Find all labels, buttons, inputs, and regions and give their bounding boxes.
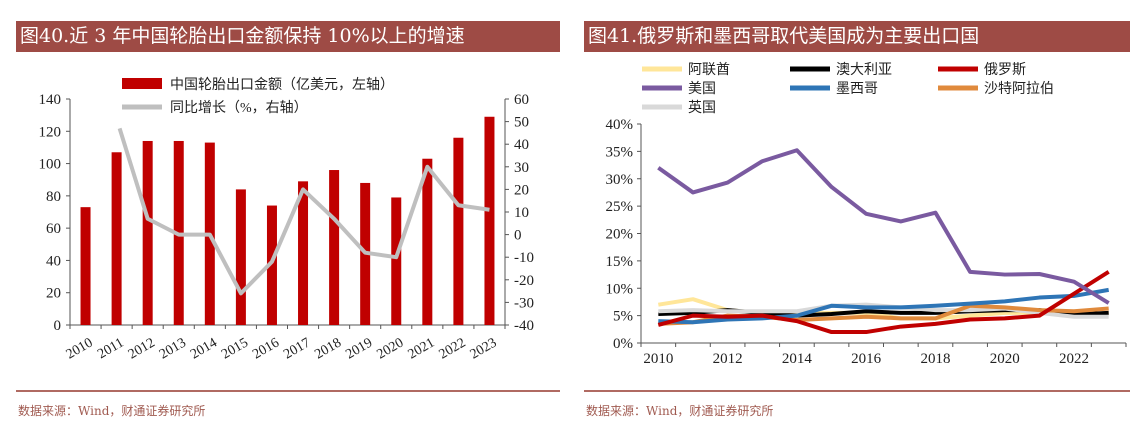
y-tick-label-left: 140 (39, 92, 62, 108)
x-tick-label: 2011 (95, 335, 126, 362)
x-tick-label: 2018 (312, 335, 344, 362)
divider-left (16, 390, 560, 392)
y-tick-label-left: 80 (46, 189, 61, 205)
x-tick-label: 2014 (782, 351, 813, 367)
bar-2020 (391, 197, 402, 325)
divider-right (584, 390, 1130, 392)
bar-2012 (142, 140, 153, 325)
source-note-left: 数据来源：Wind，财通证券研究所 (18, 404, 206, 418)
x-tick-label: 2016 (250, 335, 282, 362)
x-tick-label: 2018 (920, 351, 950, 367)
x-tick-label: 2020 (375, 335, 407, 362)
y-tick-label-right: 20 (514, 182, 529, 198)
y-tick-label-right: 0 (514, 228, 522, 244)
legend-label-4: 墨西哥 (836, 82, 878, 97)
y-tick-label: 40% (606, 117, 634, 133)
y-tick-label-right: -30 (514, 295, 534, 311)
x-tick-label: 2012 (713, 351, 743, 367)
bar-2016 (266, 205, 277, 325)
bar-2022 (453, 137, 464, 325)
y-tick-label-right: -40 (514, 318, 534, 334)
y-tick-label-left: 100 (39, 157, 62, 173)
series-line-2 (657, 270, 1110, 335)
bar-2021 (422, 158, 433, 325)
y-tick-label: 5% (613, 309, 633, 325)
y-tick-label-left: 120 (39, 124, 62, 140)
y-tick-label: 15% (606, 254, 634, 270)
x-tick-label: 2021 (406, 335, 438, 362)
y-tick-label: 25% (606, 199, 634, 215)
y-tick-label-left: 20 (46, 286, 61, 302)
bar-2015 (235, 189, 246, 325)
x-tick-label: 2010 (643, 351, 673, 367)
y-tick-label-right: 30 (514, 160, 529, 176)
x-tick-label: 2016 (851, 351, 882, 367)
y-tick-label: 0% (613, 336, 633, 352)
y-tick-label-left: 60 (46, 221, 61, 237)
bar-2018 (329, 170, 340, 325)
series-line-3 (657, 148, 1110, 305)
legend-label-bar: 中国轮胎出口金额（亿美元，左轴） (170, 77, 394, 93)
y-tick-label-right: 60 (514, 92, 529, 108)
x-tick-label: 2012 (126, 335, 158, 362)
legend-label-3: 美国 (688, 81, 716, 97)
chart-title-right: 图41.俄罗斯和墨西哥取代美国成为主要出口国 (584, 21, 1130, 52)
legend-label-6: 英国 (688, 99, 716, 116)
y-tick-label: 35% (606, 144, 634, 160)
x-tick-label: 2019 (343, 335, 375, 362)
y-tick-label-left: 40 (46, 253, 61, 269)
y-tick-label: 20% (606, 227, 634, 243)
bar-2017 (298, 181, 309, 325)
y-tick-label-right: -20 (514, 273, 534, 289)
legend-label-5: 沙特阿拉伯 (984, 81, 1054, 97)
x-tick-label: 2020 (990, 351, 1020, 367)
legend-label-2: 俄罗斯 (984, 62, 1026, 78)
chart-title-left: 图40.近 3 年中国轮胎出口金额保持 10%以上的增速 (16, 21, 560, 52)
bar-2011 (111, 152, 122, 325)
legend-label-line: 同比增长（%，右轴） (170, 100, 308, 116)
x-tick-label: 2014 (188, 335, 220, 362)
x-tick-label: 2010 (64, 335, 96, 362)
y-tick-label-right: -10 (514, 250, 534, 266)
y-tick-label: 30% (606, 172, 634, 188)
export-share-chart: 0% 5% 10% 15% 20% 25% 30% 35% 40% 2010 2012 2014 201… (606, 61, 1127, 367)
y-tick-label-right: 40 (514, 137, 529, 153)
x-tick-label: 2022 (1059, 351, 1089, 367)
x-tick-label: 2023 (468, 335, 500, 362)
y-tick-label-right: 50 (514, 115, 529, 131)
y-tick-label-right: 10 (514, 205, 529, 221)
x-tick-label: 2017 (281, 335, 313, 362)
y-tick-label-left: 0 (54, 318, 62, 334)
bar-2010 (80, 207, 91, 325)
x-tick-label: 2015 (219, 335, 251, 362)
legend-swatch-bar (122, 78, 162, 89)
legend-label-1: 澳大利亚 (836, 62, 892, 78)
series-line-4 (658, 287, 1110, 325)
legend-label-0: 阿联酋 (688, 61, 730, 78)
export-value-chart: 0 20 40 60 80 100 120 140 -40 -30 -20 -10 0 10 20 30 40 5… (39, 77, 535, 362)
y-tick-label: 10% (606, 281, 634, 297)
x-tick-label: 2022 (437, 335, 469, 362)
bar-2023 (484, 116, 495, 325)
source-note-right: 数据来源：Wind，财通证券研究所 (586, 404, 774, 418)
x-tick-label: 2013 (157, 335, 189, 362)
